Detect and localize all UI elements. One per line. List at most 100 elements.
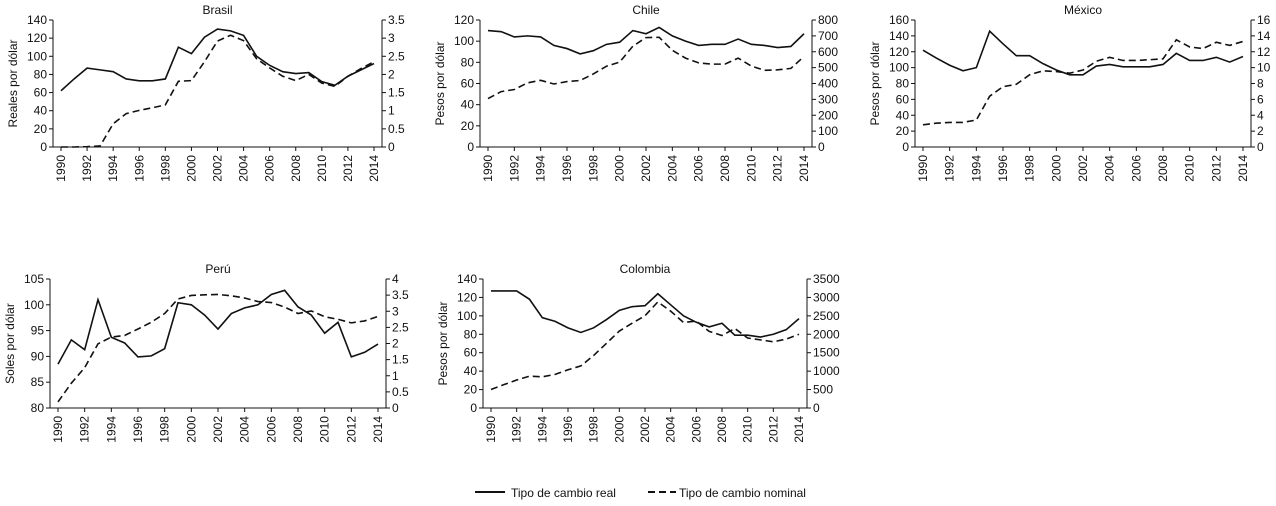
y-tick-label: 0 [40, 140, 47, 154]
series-nominal-line [922, 38, 1244, 126]
y2-tick-label: 2.5 [388, 49, 405, 63]
y-tick-label: 0 [467, 140, 474, 154]
x-tick-label: 2002 [638, 416, 652, 443]
y-tick-label: 120 [27, 31, 47, 45]
y2-tick-label: 16 [1257, 13, 1271, 27]
y2-tick-label: 3 [388, 31, 395, 45]
y2-tick-label: 700 [818, 29, 838, 43]
y-tick-label: 100 [889, 61, 909, 75]
y2-tick-label: 3.5 [388, 13, 405, 27]
series-real-line [922, 29, 1244, 76]
x-tick-label: 2000 [1049, 155, 1063, 182]
legend-nominal-label: Tipo de cambio nominal [679, 486, 806, 500]
x-tick-label: 1990 [916, 155, 930, 182]
x-tick-label: 2010 [315, 155, 329, 182]
y2-tick-label: 8 [1257, 77, 1264, 91]
x-tick-label: 2014 [797, 155, 811, 182]
y2-tick-label: 1 [392, 369, 399, 383]
y-tick-label: 85 [31, 375, 45, 389]
x-tick-label: 2002 [211, 155, 225, 182]
y2-tick-label: 3.5 [392, 288, 409, 302]
y2-tick-label: 0 [388, 140, 395, 154]
x-tick-label: 1992 [78, 416, 92, 443]
y2-tick-label: 3500 [813, 272, 840, 286]
x-tick-label: 2004 [1103, 155, 1117, 182]
y-tick-label: 60 [896, 92, 910, 106]
x-tick-label: 1998 [1023, 155, 1037, 182]
series-real-line [57, 289, 379, 365]
x-tick-label: 2012 [344, 416, 358, 443]
x-tick-label: 1994 [534, 155, 548, 182]
x-tick-label: 2012 [766, 416, 780, 443]
y2-tick-label: 500 [813, 383, 833, 397]
x-tick-label: 2006 [263, 155, 277, 182]
x-tick-label: 2014 [371, 416, 385, 443]
x-tick-label: 2010 [1183, 155, 1197, 182]
y-tick-label: 100 [454, 34, 474, 48]
y-tick-label: 120 [457, 290, 477, 304]
x-tick-label: 2010 [318, 416, 332, 443]
y-tick-label: 40 [464, 364, 478, 378]
y-tick-label: 60 [34, 86, 48, 100]
x-tick-label: 2006 [1129, 155, 1143, 182]
y-tick-label: 120 [889, 45, 909, 59]
y2-tick-label: 1.5 [388, 86, 405, 100]
y-tick-label: 80 [464, 327, 478, 341]
y-axis-label: Soles por dólar [3, 303, 17, 384]
y2-tick-label: 500 [818, 61, 838, 75]
x-tick-label: 2004 [664, 416, 678, 443]
x-tick-label: 2010 [744, 155, 758, 182]
y2-tick-label: 1.5 [392, 353, 409, 367]
x-tick-label: 2008 [291, 416, 305, 443]
series-real-line [491, 290, 800, 338]
y2-tick-label: 4 [392, 272, 399, 286]
y-tick-label: 160 [889, 13, 909, 27]
y2-tick-label: 10 [1257, 61, 1271, 75]
x-tick-label: 1992 [80, 155, 94, 182]
y-tick-label: 40 [461, 98, 475, 112]
legend-real-label: Tipo de cambio real [511, 486, 616, 500]
y-tick-label: 40 [34, 104, 48, 118]
panel-colombia: Colombia 0 20 40 60 80 100 120 140 0 500 1000 1500 20… [436, 262, 840, 443]
x-tick-label: 2008 [289, 155, 303, 182]
x-tick-label: 2000 [612, 416, 626, 443]
y2-tick-label: 2.5 [392, 320, 409, 334]
x-tick-label: 1996 [132, 155, 146, 182]
panel-perú: Perú 80 85 90 95 100 105 0 0.5 1 1.5 2 2.5 3 3.5 4 1990 1… [3, 262, 409, 443]
x-tick-label: 1990 [51, 416, 65, 443]
series-real-line [487, 26, 805, 55]
y2-tick-label: 6 [1257, 92, 1264, 106]
series-nominal-line [487, 36, 805, 100]
x-tick-label: 1998 [158, 155, 172, 182]
y-tick-label: 140 [457, 272, 477, 286]
y-axis-label: Pesos por dólar [436, 301, 450, 385]
y-tick-label: 80 [34, 67, 48, 81]
x-tick-label: 2004 [237, 155, 251, 182]
x-tick-label: 2008 [718, 155, 732, 182]
x-tick-label: 1990 [54, 155, 68, 182]
y-tick-label: 0 [902, 140, 909, 154]
y2-tick-label: 3000 [813, 290, 840, 304]
y-tick-label: 20 [461, 119, 475, 133]
y2-tick-label: 1000 [813, 364, 840, 378]
x-tick-label: 1996 [561, 416, 575, 443]
x-tick-label: 2000 [184, 155, 198, 182]
y2-tick-label: 0 [818, 140, 825, 154]
y2-tick-label: 2 [388, 67, 395, 81]
x-tick-label: 2002 [639, 155, 653, 182]
x-tick-label: 1996 [560, 155, 574, 182]
x-tick-label: 1998 [586, 155, 600, 182]
y2-tick-label: 0 [813, 401, 820, 415]
y-tick-label: 60 [464, 346, 478, 360]
x-tick-label: 2006 [692, 155, 706, 182]
y2-tick-label: 2 [392, 337, 399, 351]
y2-tick-label: 100 [818, 124, 838, 138]
x-tick-label: 2014 [792, 416, 806, 443]
y2-tick-label: 2500 [813, 309, 840, 323]
y2-tick-label: 2 [1257, 124, 1264, 138]
x-tick-label: 2004 [665, 155, 679, 182]
series-nominal-line [57, 293, 379, 403]
x-tick-label: 2006 [264, 416, 278, 443]
y2-tick-label: 0 [392, 401, 399, 415]
